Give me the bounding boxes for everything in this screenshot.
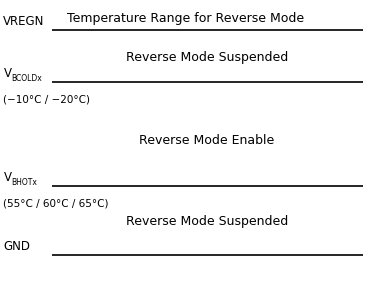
Text: (55°C / 60°C / 65°C): (55°C / 60°C / 65°C)	[3, 198, 108, 208]
Text: Reverse Mode Enable: Reverse Mode Enable	[139, 133, 275, 147]
Text: $\mathregular{V}$: $\mathregular{V}$	[3, 67, 13, 80]
Text: Temperature Range for Reverse Mode: Temperature Range for Reverse Mode	[67, 12, 304, 25]
Text: VREGN: VREGN	[3, 15, 45, 28]
Text: Reverse Mode Suspended: Reverse Mode Suspended	[126, 51, 288, 64]
Text: GND: GND	[3, 240, 30, 253]
Text: (−10°C / −20°C): (−10°C / −20°C)	[3, 95, 90, 105]
Text: Reverse Mode Suspended: Reverse Mode Suspended	[126, 216, 288, 229]
Text: $\mathregular{V}$: $\mathregular{V}$	[3, 171, 13, 184]
Text: BHOTx: BHOTx	[11, 178, 37, 187]
Text: BCOLDx: BCOLDx	[11, 74, 42, 83]
